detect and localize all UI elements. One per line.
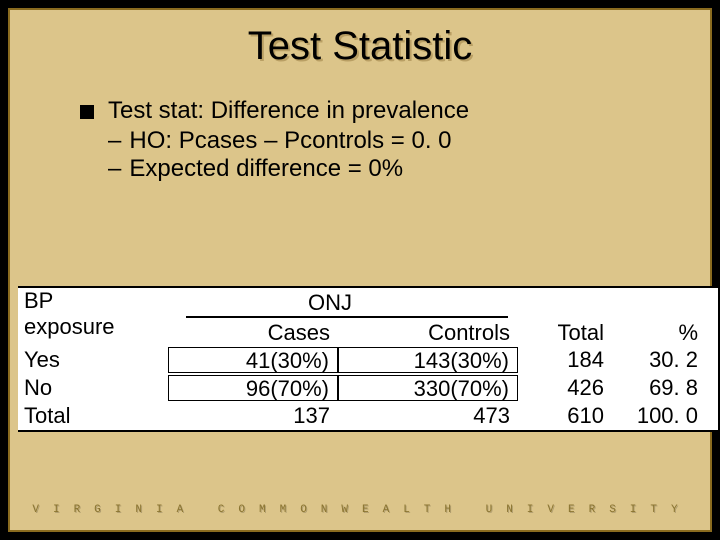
bp-line1: BP: [24, 288, 53, 313]
content-block: Test stat: Difference in prevalence – HO…: [80, 97, 670, 183]
bp-exposure-label: BP exposure: [24, 288, 115, 340]
row-controls: 143(30%): [338, 347, 518, 373]
row-label: Yes: [18, 347, 168, 373]
row-pct: 30. 2: [608, 347, 708, 373]
header-controls: Controls: [338, 320, 518, 346]
sub1-text: HO: Pcases – Pcontrols = 0. 0: [129, 127, 451, 155]
bp-line2: exposure: [24, 314, 115, 339]
sub-bullet-2: – Expected difference = 0%: [108, 155, 670, 183]
data-table: BP exposure ONJ Cases Controls Total % Y…: [18, 286, 718, 432]
row-cases: 137: [168, 403, 338, 429]
row-total: 610: [518, 403, 608, 429]
onj-label: ONJ: [308, 290, 352, 316]
header-total: Total: [518, 320, 608, 346]
row-controls: 330(70%): [338, 375, 518, 401]
bullet-prefix: Test stat:: [108, 97, 211, 124]
row-cases: 96(70%): [168, 375, 338, 401]
dash-icon: –: [108, 127, 121, 155]
bullet-main-text: Test stat: Difference in prevalence: [108, 97, 469, 125]
row-pct: 100. 0: [608, 403, 708, 429]
row-cases: 41(30%): [168, 347, 338, 373]
square-bullet-icon: [80, 105, 94, 119]
sub-bullet-1: – HO: Pcases – Pcontrols = 0. 0: [108, 127, 670, 155]
header-cases: Cases: [168, 320, 338, 346]
sub2-text: Expected difference = 0%: [129, 155, 403, 183]
header-pct: %: [608, 320, 708, 346]
row-total: 426: [518, 375, 608, 401]
row-label: No: [18, 375, 168, 401]
row-label: Total: [18, 403, 168, 429]
table-row: No 96(70%) 330(70%) 426 69. 8: [18, 374, 718, 402]
row-controls: 473: [338, 403, 518, 429]
bullet-emph: Difference in prevalence: [211, 97, 469, 124]
onj-underline: [186, 316, 508, 318]
slide-title: Test Statistic: [10, 24, 710, 69]
row-total: 184: [518, 347, 608, 373]
table-row: Yes 41(30%) 143(30%) 184 30. 2: [18, 346, 718, 374]
slide: Test Statistic Test stat: Difference in …: [8, 8, 712, 532]
footer-text: VIRGINIA COMMONWEALTH UNIVERSITY: [10, 504, 714, 516]
table-row: Total 137 473 610 100. 0: [18, 402, 718, 430]
bullet-main: Test stat: Difference in prevalence: [80, 97, 670, 125]
sub-bullets: – HO: Pcases – Pcontrols = 0. 0 – Expect…: [108, 127, 670, 183]
dash-icon: –: [108, 155, 121, 183]
table-header-row: Cases Controls Total %: [18, 316, 718, 346]
row-pct: 69. 8: [608, 375, 708, 401]
